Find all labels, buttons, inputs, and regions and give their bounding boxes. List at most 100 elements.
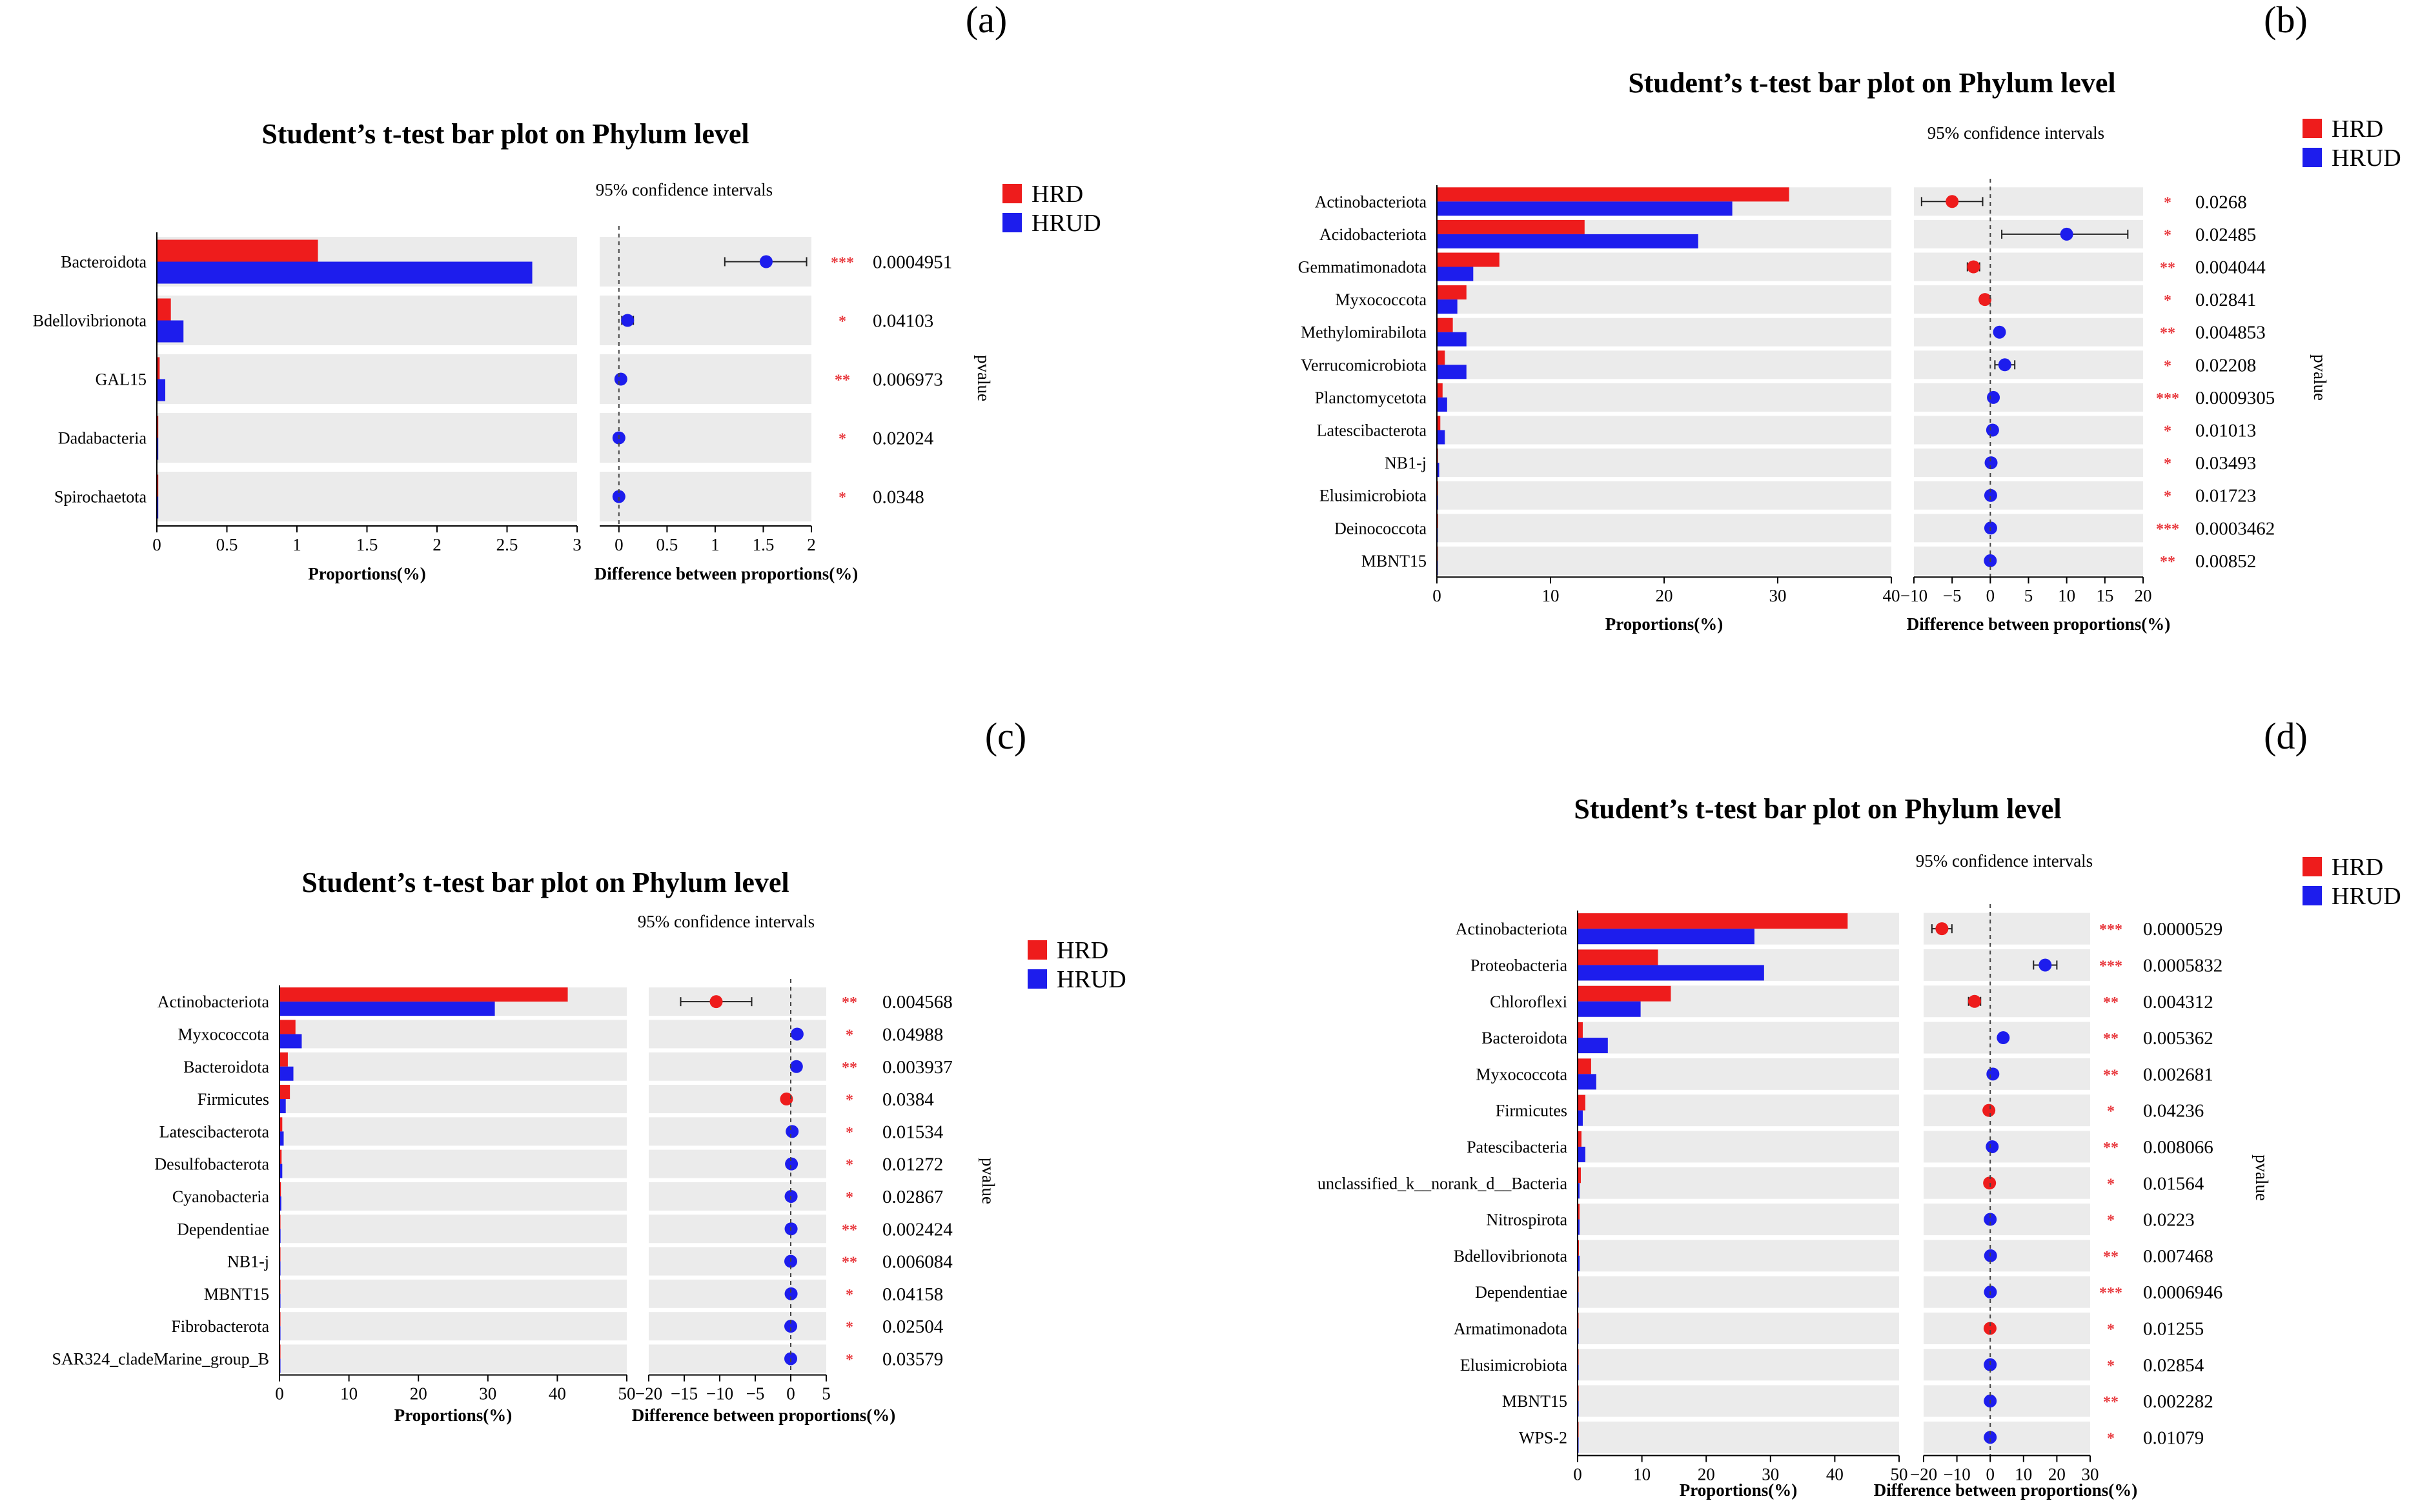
diff-x-tick-label: 30 [2082, 1465, 2099, 1484]
bar-hrud [1578, 1110, 1583, 1126]
p-value: 0.03493 [2195, 453, 2256, 474]
category-label: Dependentiae [177, 1220, 269, 1238]
category-label: MBNT15 [1502, 1392, 1567, 1411]
diff-point [1986, 1140, 1999, 1153]
bar-hrud [157, 496, 159, 519]
bar-hrd [1578, 949, 1658, 965]
category-row: Deinococcota *** 0.0003462 [1334, 514, 2275, 543]
bar-hrd [280, 1052, 288, 1067]
p-value: 0.04158 [882, 1284, 943, 1305]
diff-point [1967, 260, 1980, 274]
diff-band [1914, 546, 2143, 575]
significance-stars: ** [842, 1255, 857, 1271]
category-row: GAL15 ** 0.006973 [96, 354, 943, 404]
diff-axis-label: Difference between proportions(%) [1874, 1480, 2137, 1500]
bar-hrud [1437, 430, 1445, 445]
ci-label: 95% confidence intervals [638, 912, 815, 931]
significance-stars: * [846, 1351, 853, 1368]
x-axis-label: Proportions(%) [394, 1406, 513, 1425]
legend-label-hrd: HRD [2332, 116, 2383, 143]
diff-x-tick-label: −5 [746, 1384, 765, 1404]
bar-band [280, 1312, 627, 1341]
p-value: 0.02867 [882, 1187, 943, 1207]
legend-swatch-hrud [1028, 969, 1047, 989]
legend-swatch-hrd [1028, 940, 1047, 960]
diff-x-tick-label: 0 [1986, 586, 1995, 605]
bar-hrd [1578, 1022, 1583, 1038]
bar-band [1437, 416, 1891, 445]
significance-stars: * [2107, 1104, 2115, 1120]
category-row: Spirochaetota * 0.0348 [54, 472, 924, 521]
bar-band [1578, 1421, 1899, 1453]
bar-hrd [157, 357, 160, 379]
bar-band [280, 1344, 627, 1373]
bar-hrd [1437, 219, 1585, 234]
bar-hrd [280, 1117, 283, 1132]
category-row: Dadabacteria * 0.02024 [58, 413, 934, 463]
diff-band [1924, 1421, 2090, 1453]
significance-stars: * [2164, 423, 2171, 440]
significance-stars: * [846, 1092, 853, 1109]
x-tick-label: 10 [340, 1384, 358, 1404]
bar-hrd [157, 474, 159, 497]
pvalue-axis-label: pvalue [974, 355, 993, 401]
category-row: Dependentiae ** 0.002424 [177, 1215, 953, 1244]
category-label: Patescibacteria [1467, 1138, 1567, 1156]
diff-band [1924, 1240, 2090, 1272]
category-label: MBNT15 [204, 1285, 269, 1304]
legend-swatch-hrd [2303, 857, 2322, 876]
panel-b: (b) Student’s t-test bar plot on Phylum l… [1298, 0, 2401, 634]
diff-point [1983, 1176, 1997, 1190]
significance-stars: * [846, 1287, 853, 1304]
significance-stars: * [2164, 292, 2171, 309]
bar-hrd [1437, 350, 1445, 365]
p-value: 0.004312 [2143, 992, 2213, 1013]
significance-stars: * [2164, 194, 2171, 211]
p-value: 0.0384 [882, 1089, 934, 1110]
category-row: Cyanobacteria * 0.02867 [172, 1182, 943, 1211]
diff-band [1924, 1312, 2090, 1344]
diff-x-tick-label: 15 [2096, 586, 2113, 605]
diff-band [1914, 318, 2143, 347]
category-label: Proteobacteria [1470, 956, 1568, 974]
bar-band [280, 1247, 627, 1276]
diff-band [1914, 514, 2143, 543]
diff-point [1993, 325, 2006, 339]
significance-stars: * [839, 314, 846, 330]
bar-hrud [280, 1099, 286, 1114]
category-label: Gemmatimonadota [1298, 258, 1427, 277]
category-row: Proteobacteria *** 0.0005832 [1470, 949, 2222, 981]
diff-point [2060, 227, 2073, 241]
bar-band [1437, 350, 1891, 379]
significance-stars: ** [842, 1060, 857, 1076]
significance-stars: * [846, 1189, 853, 1206]
category-row: Latescibacterota * 0.01013 [1317, 416, 2256, 445]
significance-stars: * [2164, 227, 2171, 244]
p-value: 0.01723 [2195, 486, 2256, 507]
bar-band [280, 1117, 627, 1146]
x-tick-label: 3 [573, 535, 582, 554]
significance-stars: *** [2099, 922, 2122, 938]
bar-band [280, 1182, 627, 1211]
bar-band [1578, 1349, 1899, 1381]
diff-point [1984, 1431, 1997, 1444]
category-row: Bacteroidota ** 0.005362 [1481, 1022, 2213, 1054]
diff-band [649, 1279, 826, 1308]
category-label: Deinococcota [1334, 519, 1427, 538]
diff-point [1998, 358, 2011, 372]
significance-stars: * [839, 490, 846, 507]
bar-hrud [1578, 1146, 1585, 1162]
bar-hrud [1578, 1001, 1641, 1017]
diff-band [600, 354, 811, 404]
category-label: Armatimonadota [1454, 1319, 1568, 1338]
panel-label: (c) [985, 715, 1026, 757]
category-label: Elusimicrobiota [1319, 487, 1427, 505]
bar-hrud [280, 1164, 283, 1178]
diff-band [1914, 252, 2143, 281]
pvalue-axis-label: pvalue [979, 1158, 998, 1204]
p-value: 0.003937 [882, 1057, 953, 1078]
category-row: Methylomirabilota ** 0.004853 [1301, 318, 2266, 347]
significance-stars: ** [2103, 1031, 2119, 1047]
p-value: 0.0009305 [2195, 388, 2275, 408]
